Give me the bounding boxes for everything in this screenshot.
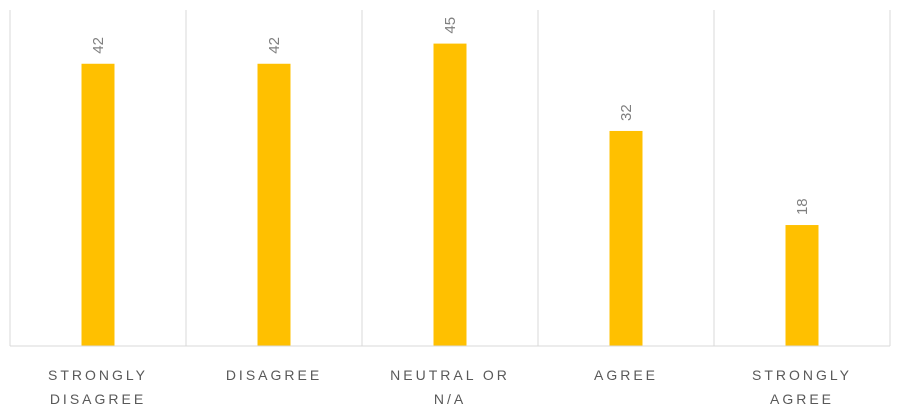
category-label-line: DISAGREE [50,391,146,407]
category-label-line: STRONGLY [48,367,148,383]
category-labels: STRONGLY DISAGREE DISAGREE NEUTRAL OR N/A AGR… [48,367,852,407]
bar-4 [785,225,819,346]
category-label-1: DISAGREE [226,367,322,383]
bar-1 [257,63,291,346]
category-label-0: STRONGLY DISAGREE [48,367,148,407]
bar-series [81,43,819,346]
category-label-line: N/A [434,391,466,407]
category-label-3: AGREE [594,367,658,383]
bar-3 [609,130,643,346]
data-label-1: 42 [266,37,283,54]
category-label-line: NEUTRAL OR [390,367,510,383]
data-label-2: 45 [442,17,459,34]
bar-0 [81,63,115,346]
category-gridlines [9,10,891,346]
category-label-line: AGREE [770,391,834,407]
category-label-2: NEUTRAL OR N/A [390,367,510,407]
data-labels: 42 42 45 32 18 [90,17,811,215]
data-label-3: 32 [618,104,635,121]
category-label-line: DISAGREE [226,367,322,383]
bar-2 [433,43,467,346]
data-label-0: 42 [90,37,107,54]
category-label-4: STRONGLY AGREE [752,367,852,407]
data-label-4: 18 [794,198,811,215]
category-label-line: AGREE [594,367,658,383]
category-label-line: STRONGLY [752,367,852,383]
